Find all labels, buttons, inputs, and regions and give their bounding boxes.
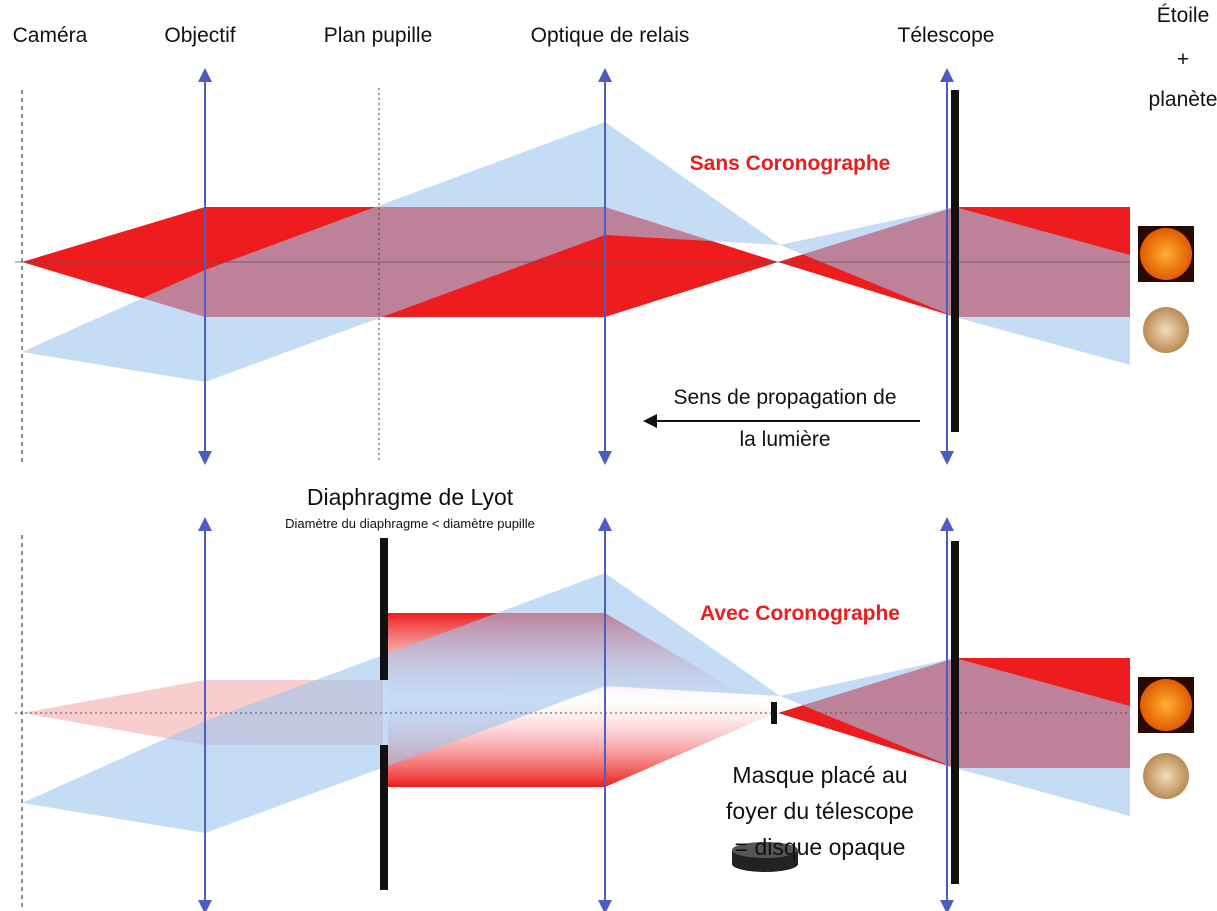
column-label: Objectif — [164, 24, 235, 47]
star-label: Étoile — [1157, 4, 1210, 27]
star-label: planète — [1149, 88, 1217, 111]
lyot-title: Diaphragme de Lyot — [307, 484, 514, 510]
propagation-label: la lumière — [739, 428, 830, 451]
star-label: + — [1177, 48, 1189, 71]
mask-label: Masque placé au — [732, 762, 907, 788]
top-beams — [22, 122, 1130, 382]
lenses — [198, 68, 954, 911]
opaque-disk — [732, 842, 798, 872]
column-label: Caméra — [13, 24, 88, 47]
lyot-note: Diamètre du diaphragme < diamètre pupill… — [285, 516, 535, 531]
propagation-label: Sens de propagation de — [673, 386, 896, 409]
column-label: Télescope — [898, 24, 995, 47]
mask-label: foyer du télescope — [726, 798, 914, 824]
panel-title: Avec Coronographe — [700, 602, 900, 625]
mask-label: = disque opaque — [735, 834, 906, 860]
bottom-beams — [22, 573, 1130, 833]
panel-title: Sans Coronographe — [690, 152, 891, 175]
stops — [380, 90, 959, 890]
column-label: Plan pupille — [324, 24, 433, 47]
star-planet — [1138, 226, 1194, 799]
column-label: Optique de relais — [531, 24, 690, 47]
